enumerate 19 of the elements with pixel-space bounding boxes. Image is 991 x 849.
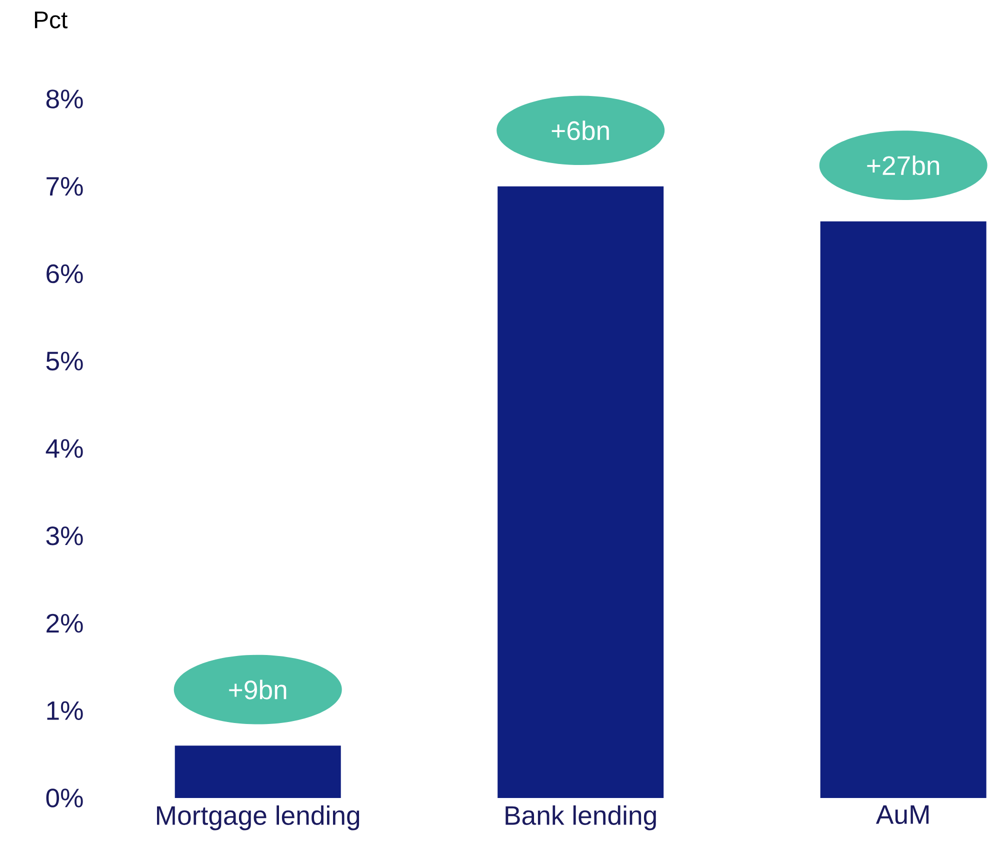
bar xyxy=(498,186,664,798)
x-tick-label: AuM xyxy=(876,805,929,824)
y-tick-label: 7% xyxy=(46,177,83,196)
annotation: +6bn xyxy=(552,120,609,140)
bar xyxy=(174,746,341,798)
annotation: +27bn xyxy=(867,156,940,176)
bar xyxy=(820,221,986,798)
y-tick-label: 8% xyxy=(46,90,83,108)
y-tick-label: 6% xyxy=(46,264,83,284)
annotation: +9bn xyxy=(229,680,286,700)
y-axis-title: Pct xyxy=(34,12,68,28)
y-tick-label: 2% xyxy=(46,614,83,633)
y-tick-label: 3% xyxy=(46,526,83,546)
y-tick-label: 4% xyxy=(46,439,83,458)
x-tick-label: Mortgage lending xyxy=(157,805,360,830)
x-tick-label: Bank lending xyxy=(506,805,656,830)
y-tick-label: 1% xyxy=(47,701,83,720)
y-tick-label: 0% xyxy=(46,788,83,808)
y-tick-label: 5% xyxy=(46,352,83,370)
